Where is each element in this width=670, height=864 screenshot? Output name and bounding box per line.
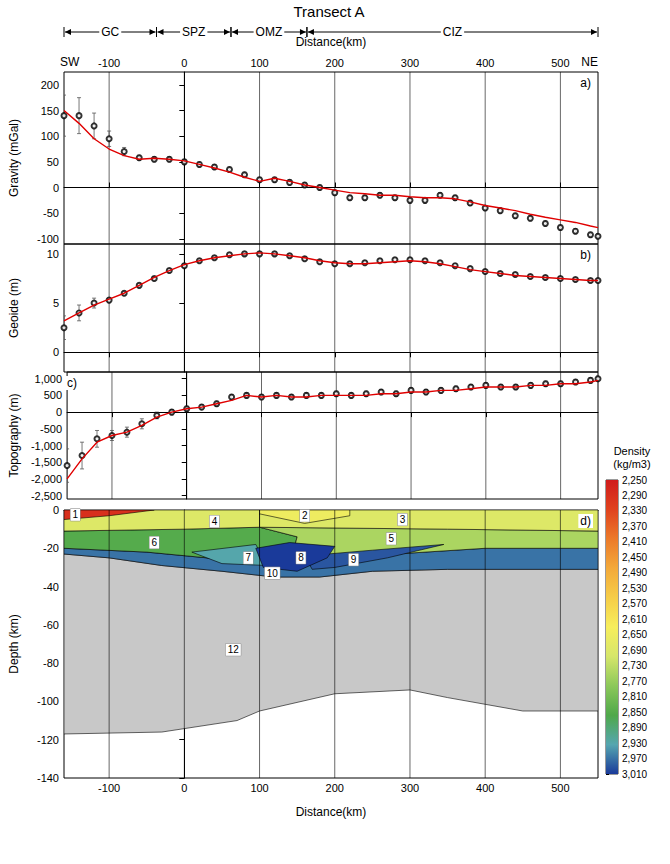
- svg-text:0: 0: [53, 346, 59, 358]
- svg-text:0: 0: [56, 406, 62, 418]
- svg-text:-50: -50: [43, 207, 59, 219]
- svg-text:c): c): [67, 376, 77, 390]
- svg-text:10: 10: [267, 568, 279, 579]
- svg-text:9: 9: [351, 554, 357, 565]
- svg-text:Distance(km): Distance(km): [296, 805, 367, 819]
- svg-text:2,370: 2,370: [622, 521, 647, 532]
- svg-text:0: 0: [181, 57, 187, 69]
- svg-text:-500: -500: [40, 423, 62, 435]
- svg-text:50: 50: [47, 156, 59, 168]
- svg-text:3: 3: [400, 514, 406, 525]
- svg-text:2,650: 2,650: [622, 629, 647, 640]
- svg-text:12: 12: [228, 644, 240, 655]
- svg-text:7: 7: [245, 552, 251, 563]
- svg-text:-100: -100: [98, 57, 120, 69]
- svg-text:-100: -100: [98, 782, 120, 794]
- svg-text:-140: -140: [37, 772, 59, 784]
- svg-text:OMZ: OMZ: [256, 25, 283, 39]
- svg-text:2,770: 2,770: [622, 676, 647, 687]
- svg-text:(kg/m3): (kg/m3): [613, 458, 650, 470]
- svg-text:a): a): [580, 76, 591, 90]
- svg-text:-120: -120: [37, 734, 59, 746]
- svg-text:b): b): [580, 248, 591, 262]
- svg-text:2,250: 2,250: [622, 475, 647, 486]
- svg-text:-1,000: -1,000: [31, 440, 62, 452]
- svg-text:100: 100: [250, 57, 268, 69]
- svg-text:-2,000: -2,000: [31, 473, 62, 485]
- svg-text:2,530: 2,530: [622, 583, 647, 594]
- svg-text:500: 500: [44, 389, 62, 401]
- svg-text:-20: -20: [43, 542, 59, 554]
- svg-text:400: 400: [476, 782, 494, 794]
- svg-text:2,450: 2,450: [622, 552, 647, 563]
- svg-text:NE: NE: [581, 55, 598, 69]
- svg-text:2,610: 2,610: [622, 614, 647, 625]
- svg-text:0: 0: [181, 782, 187, 794]
- svg-text:100: 100: [250, 782, 268, 794]
- svg-text:0: 0: [53, 182, 59, 194]
- svg-text:CIZ: CIZ: [443, 25, 462, 39]
- svg-text:2,570: 2,570: [622, 598, 647, 609]
- svg-text:300: 300: [401, 57, 419, 69]
- svg-text:1,000: 1,000: [35, 373, 63, 385]
- svg-text:-40: -40: [43, 581, 59, 593]
- svg-text:-100: -100: [37, 233, 59, 245]
- svg-text:3,010: 3,010: [622, 769, 647, 780]
- svg-text:150: 150: [41, 105, 59, 117]
- svg-text:100: 100: [41, 130, 59, 142]
- svg-text:200: 200: [326, 57, 344, 69]
- svg-text:200: 200: [41, 79, 59, 91]
- svg-text:10: 10: [47, 248, 59, 260]
- svg-text:2,930: 2,930: [622, 738, 647, 749]
- svg-text:Gravity (mGal): Gravity (mGal): [7, 119, 21, 197]
- svg-text:300: 300: [401, 782, 419, 794]
- svg-text:2,890: 2,890: [622, 722, 647, 733]
- svg-text:1: 1: [73, 509, 79, 520]
- svg-text:5: 5: [53, 297, 59, 309]
- svg-text:0: 0: [53, 504, 59, 516]
- svg-text:d): d): [580, 514, 591, 528]
- svg-text:-2,500: -2,500: [31, 490, 62, 502]
- svg-text:-60: -60: [43, 619, 59, 631]
- svg-text:2,290: 2,290: [622, 490, 647, 501]
- svg-text:Density: Density: [614, 445, 651, 457]
- svg-text:Depth (km): Depth (km): [7, 614, 21, 673]
- svg-text:Distance(km): Distance(km): [296, 35, 367, 49]
- svg-text:500: 500: [551, 782, 569, 794]
- svg-text:Transect A: Transect A: [293, 3, 364, 20]
- svg-text:2,850: 2,850: [622, 707, 647, 718]
- svg-text:-100: -100: [37, 695, 59, 707]
- svg-text:Geoide (m): Geoide (m): [7, 278, 21, 338]
- svg-text:200: 200: [326, 782, 344, 794]
- svg-text:2,730: 2,730: [622, 660, 647, 671]
- svg-text:400: 400: [476, 57, 494, 69]
- svg-text:SW: SW: [60, 55, 80, 69]
- svg-text:GC: GC: [101, 25, 119, 39]
- svg-text:8: 8: [298, 552, 304, 563]
- svg-text:-80: -80: [43, 657, 59, 669]
- svg-text:SPZ: SPZ: [182, 25, 205, 39]
- svg-text:2,690: 2,690: [622, 645, 647, 656]
- svg-text:-1,500: -1,500: [31, 456, 62, 468]
- svg-text:2,490: 2,490: [622, 567, 647, 578]
- svg-text:6: 6: [151, 537, 157, 548]
- svg-text:500: 500: [551, 57, 569, 69]
- svg-text:2,810: 2,810: [622, 691, 647, 702]
- svg-text:2,970: 2,970: [622, 753, 647, 764]
- svg-text:4: 4: [212, 516, 218, 527]
- svg-text:2,410: 2,410: [622, 536, 647, 547]
- svg-text:2,330: 2,330: [622, 505, 647, 516]
- svg-text:Topography (m): Topography (m): [7, 393, 21, 477]
- svg-text:2: 2: [302, 510, 308, 521]
- svg-text:5: 5: [388, 533, 394, 544]
